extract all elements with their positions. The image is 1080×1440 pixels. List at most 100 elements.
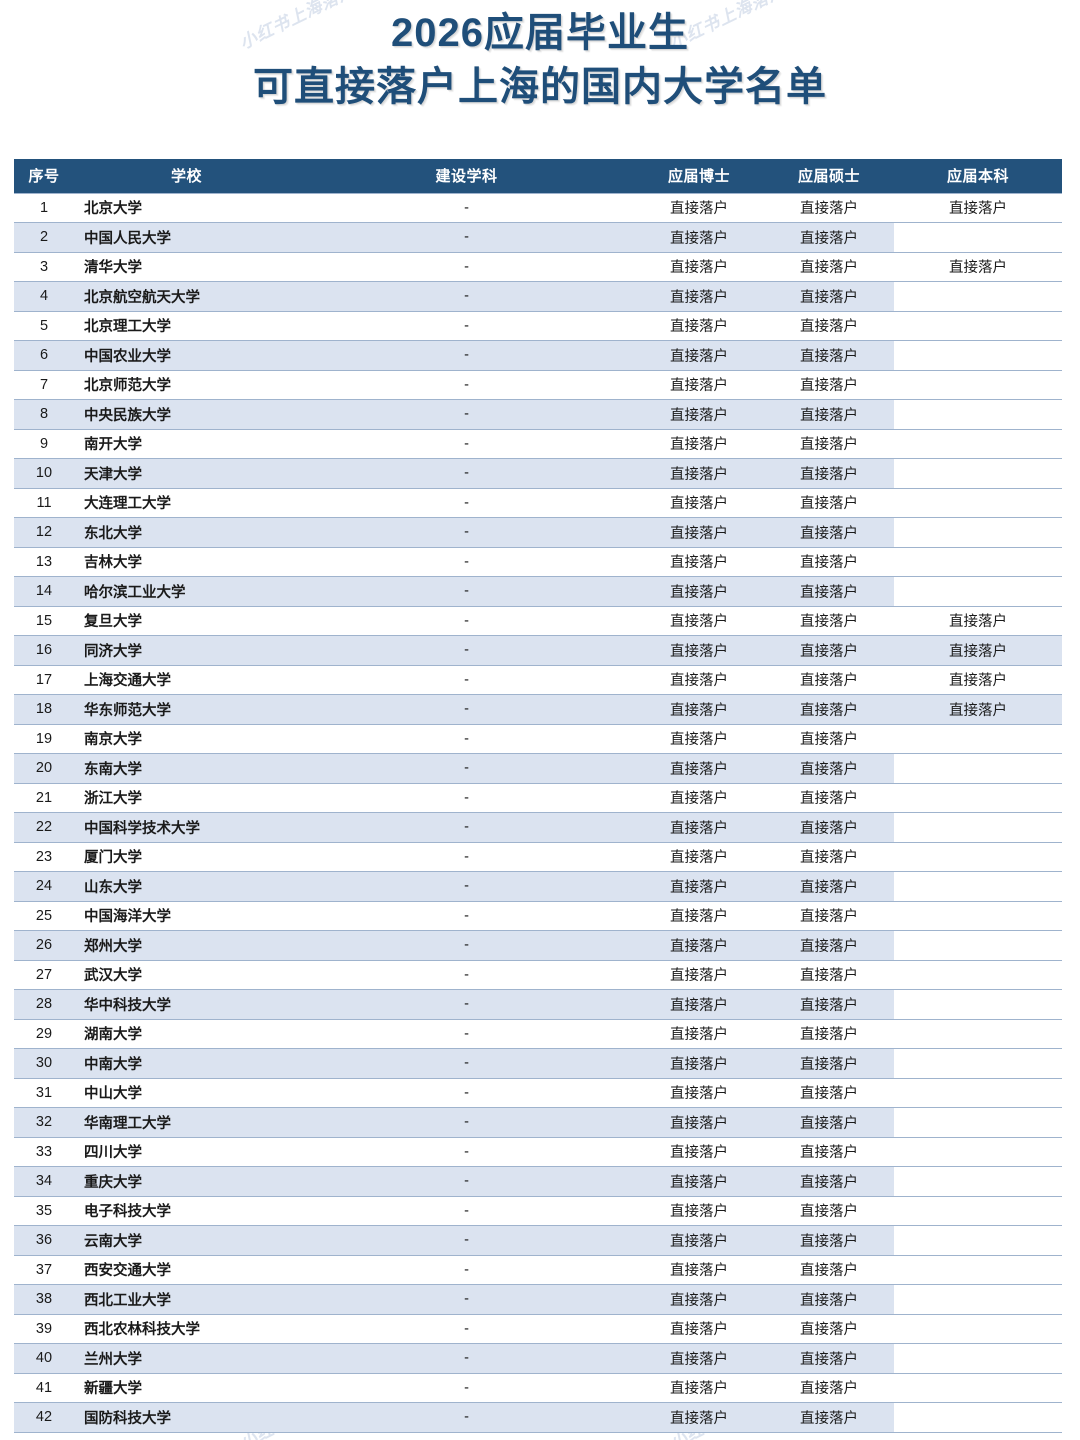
column-header-phd[interactable]: 应届博士 (634, 159, 764, 193)
cell-index: 28 (14, 989, 74, 1020)
cell-discipline: - (299, 517, 634, 548)
table-row[interactable]: 8 中央民族大学 - 直接落户 直接落户 (14, 399, 1062, 430)
cell-phd: 直接落户 (634, 1166, 764, 1197)
cell-phd: 直接落户 (634, 1284, 764, 1315)
cell-index: 2 (14, 222, 74, 253)
cell-discipline: - (299, 1107, 634, 1138)
table-row[interactable]: 35 电子科技大学 - 直接落户 直接落户 (14, 1195, 1062, 1226)
cell-school: 北京师范大学 (74, 369, 299, 400)
cell-school: 上海交通大学 (74, 664, 299, 695)
cell-school: 山东大学 (74, 871, 299, 902)
cell-index: 19 (14, 723, 74, 754)
cell-school: 中国农业大学 (74, 340, 299, 371)
cell-discipline: - (299, 753, 634, 784)
cell-master: 直接落户 (764, 605, 894, 636)
table-row[interactable]: 24 山东大学 - 直接落户 直接落户 (14, 871, 1062, 902)
table-row[interactable]: 32 华南理工大学 - 直接落户 直接落户 (14, 1107, 1062, 1138)
cell-master: 直接落户 (764, 1284, 894, 1315)
table-row[interactable]: 2 中国人民大学 - 直接落户 直接落户 (14, 222, 1062, 253)
table-row[interactable]: 34 重庆大学 - 直接落户 直接落户 (14, 1166, 1062, 1197)
cell-phd: 直接落户 (634, 1343, 764, 1374)
table-row[interactable]: 5 北京理工大学 - 直接落户 直接落户 (14, 310, 1062, 341)
cell-master: 直接落户 (764, 1313, 894, 1344)
cell-discipline: - (299, 605, 634, 636)
cell-index: 40 (14, 1343, 74, 1374)
cell-phd: 直接落户 (634, 487, 764, 518)
column-header-index[interactable]: 序号 (14, 159, 74, 193)
cell-school: 西北工业大学 (74, 1284, 299, 1315)
table-row[interactable]: 33 四川大学 - 直接落户 直接落户 (14, 1136, 1062, 1167)
cell-discipline: - (299, 1254, 634, 1285)
cell-index: 38 (14, 1284, 74, 1315)
cell-phd: 直接落户 (634, 222, 764, 253)
cell-index: 34 (14, 1166, 74, 1197)
table-row[interactable]: 41 新疆大学 - 直接落户 直接落户 (14, 1372, 1062, 1403)
cell-discipline: - (299, 340, 634, 371)
cell-discipline: - (299, 1284, 634, 1315)
cell-discipline: - (299, 1402, 634, 1433)
cell-phd: 直接落户 (634, 251, 764, 282)
cell-school: 西安交通大学 (74, 1254, 299, 1285)
table-row[interactable]: 4 北京航空航天大学 - 直接落户 直接落户 (14, 281, 1062, 312)
column-header-discipline[interactable]: 建设学科 (299, 159, 634, 193)
table-row[interactable]: 11 大连理工大学 - 直接落户 直接落户 (14, 487, 1062, 518)
column-header-bachelor[interactable]: 应届本科 (894, 159, 1062, 193)
table-row[interactable]: 1 北京大学 - 直接落户 直接落户 直接落户 (14, 192, 1062, 223)
table-row[interactable]: 17 上海交通大学 - 直接落户 直接落户 直接落户 (14, 664, 1062, 695)
table-row[interactable]: 19 南京大学 - 直接落户 直接落户 (14, 723, 1062, 754)
column-header-master[interactable]: 应届硕士 (764, 159, 894, 193)
table-row[interactable]: 13 吉林大学 - 直接落户 直接落户 (14, 546, 1062, 577)
table-row[interactable]: 3 清华大学 - 直接落户 直接落户 直接落户 (14, 251, 1062, 282)
title-line-2: 可直接落户上海的国内大学名单 (253, 65, 827, 109)
cell-school: 清华大学 (74, 251, 299, 282)
cell-master: 直接落户 (764, 517, 894, 548)
table-row[interactable]: 20 东南大学 - 直接落户 直接落户 (14, 753, 1062, 784)
cell-discipline: - (299, 1136, 634, 1167)
table-row[interactable]: 26 郑州大学 - 直接落户 直接落户 (14, 930, 1062, 961)
table-row[interactable]: 27 武汉大学 - 直接落户 直接落户 (14, 959, 1062, 990)
table-row[interactable]: 23 厦门大学 - 直接落户 直接落户 (14, 841, 1062, 872)
cell-discipline: - (299, 576, 634, 607)
table-row[interactable]: 18 华东师范大学 - 直接落户 直接落户 直接落户 (14, 694, 1062, 725)
table-row[interactable]: 37 西安交通大学 - 直接落户 直接落户 (14, 1254, 1062, 1285)
cell-index: 21 (14, 782, 74, 813)
cell-school: 天津大学 (74, 458, 299, 489)
cell-phd: 直接落户 (634, 340, 764, 371)
table-row[interactable]: 28 华中科技大学 - 直接落户 直接落户 (14, 989, 1062, 1020)
table-row[interactable]: 29 湖南大学 - 直接落户 直接落户 (14, 1018, 1062, 1049)
table-row[interactable]: 10 天津大学 - 直接落户 直接落户 (14, 458, 1062, 489)
column-header-school[interactable]: 学校 (74, 159, 299, 193)
table-row[interactable]: 16 同济大学 - 直接落户 直接落户 直接落户 (14, 635, 1062, 666)
table-row[interactable]: 25 中国海洋大学 - 直接落户 直接落户 (14, 900, 1062, 931)
cell-discipline: - (299, 251, 634, 282)
cell-index: 15 (14, 605, 74, 636)
table-row[interactable]: 22 中国科学技术大学 - 直接落户 直接落户 (14, 812, 1062, 843)
table-row[interactable]: 36 云南大学 - 直接落户 直接落户 (14, 1225, 1062, 1256)
cell-phd: 直接落户 (634, 1107, 764, 1138)
table-row[interactable]: 40 兰州大学 - 直接落户 直接落户 (14, 1343, 1062, 1374)
cell-school: 哈尔滨工业大学 (74, 576, 299, 607)
table-row[interactable]: 31 中山大学 - 直接落户 直接落户 (14, 1077, 1062, 1108)
cell-index: 27 (14, 959, 74, 990)
cell-discipline: - (299, 546, 634, 577)
table-row[interactable]: 12 东北大学 - 直接落户 直接落户 (14, 517, 1062, 548)
table-row[interactable]: 14 哈尔滨工业大学 - 直接落户 直接落户 (14, 576, 1062, 607)
cell-phd: 直接落户 (634, 192, 764, 223)
table-row[interactable]: 9 南开大学 - 直接落户 直接落户 (14, 428, 1062, 459)
cell-discipline: - (299, 1166, 634, 1197)
table-row[interactable]: 21 浙江大学 - 直接落户 直接落户 (14, 782, 1062, 813)
table-row[interactable]: 15 复旦大学 - 直接落户 直接落户 直接落户 (14, 605, 1062, 636)
cell-index: 6 (14, 340, 74, 371)
cell-index: 17 (14, 664, 74, 695)
cell-school: 中国海洋大学 (74, 900, 299, 931)
cell-phd: 直接落户 (634, 1018, 764, 1049)
table-row[interactable]: 42 国防科技大学 - 直接落户 直接落户 (14, 1402, 1062, 1433)
cell-master: 直接落户 (764, 369, 894, 400)
table-row[interactable]: 7 北京师范大学 - 直接落户 直接落户 (14, 369, 1062, 400)
table-row[interactable]: 6 中国农业大学 - 直接落户 直接落户 (14, 340, 1062, 371)
cell-phd: 直接落户 (634, 841, 764, 872)
cell-discipline: - (299, 310, 634, 341)
table-row[interactable]: 38 西北工业大学 - 直接落户 直接落户 (14, 1284, 1062, 1315)
table-row[interactable]: 30 中南大学 - 直接落户 直接落户 (14, 1048, 1062, 1079)
table-row[interactable]: 39 西北农林科技大学 - 直接落户 直接落户 (14, 1313, 1062, 1344)
